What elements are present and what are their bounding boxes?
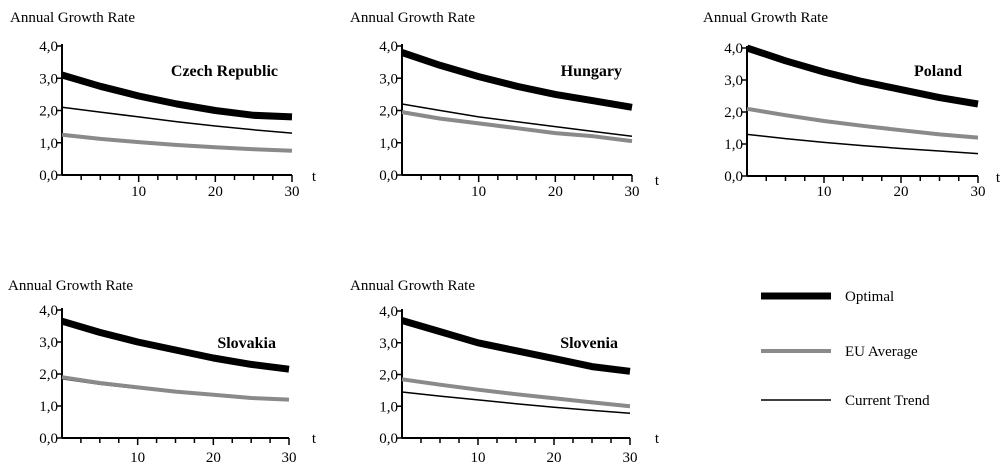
series-line-optimal: [745, 44, 979, 108]
panel-title: Poland: [914, 63, 962, 80]
y-axis-label: Annual Growth Rate: [703, 10, 828, 26]
y-tick-label: 4,0: [379, 39, 398, 55]
series-line-optimal: [401, 317, 631, 375]
x-tick-label: 10: [471, 450, 486, 466]
legend-label: EU Average: [845, 344, 918, 360]
x-tick-label: 20: [894, 184, 909, 200]
x-tick-label: 10: [471, 184, 486, 200]
series-line-optimal: [400, 49, 633, 111]
panel-title: Hungary: [561, 63, 622, 80]
x-tick-label: 30: [625, 184, 640, 200]
x-tick-label: 30: [971, 184, 986, 200]
x-axis-label: t: [655, 431, 660, 447]
y-tick-label: 0,0: [724, 169, 743, 185]
x-axis-label: t: [996, 170, 1001, 186]
y-tick-label: 3,0: [39, 335, 58, 351]
y-tick-label: 4,0: [39, 39, 58, 55]
legend-label: Optimal: [845, 289, 894, 305]
series-line-optimal: [61, 317, 290, 373]
series-line-optimal: [61, 71, 293, 121]
y-tick-label: 0,0: [379, 168, 398, 184]
series-line-current-trend: [61, 106, 293, 134]
y-axis-label: Annual Growth Rate: [10, 10, 135, 26]
series-line-eu-average: [61, 132, 293, 153]
y-tick-label: 1,0: [724, 137, 743, 153]
y-tick-label: 1,0: [379, 136, 398, 152]
y-axis-label: Annual Growth Rate: [350, 278, 475, 294]
x-tick-label: 30: [623, 450, 638, 466]
y-axis-label: Annual Growth Rate: [350, 10, 475, 26]
y-tick-label: 1,0: [39, 136, 58, 152]
y-axis-label: Annual Growth Rate: [8, 278, 133, 294]
y-tick-label: 0,0: [39, 168, 58, 184]
y-tick-label: 0,0: [379, 431, 398, 447]
x-tick-label: 10: [817, 184, 832, 200]
y-tick-label: 0,0: [39, 431, 58, 447]
x-tick-label: 20: [208, 184, 223, 200]
series-line-eu-average: [401, 377, 631, 409]
y-tick-label: 2,0: [39, 367, 58, 383]
x-tick-label: 10: [130, 450, 145, 466]
series-line-current-trend: [746, 133, 979, 155]
y-tick-label: 1,0: [39, 399, 58, 415]
x-tick-label: 20: [548, 184, 563, 200]
y-tick-label: 3,0: [724, 73, 743, 89]
y-tick-label: 3,0: [379, 336, 398, 352]
series-line-eu-average: [401, 110, 633, 144]
x-tick-label: 20: [206, 450, 221, 466]
y-tick-label: 4,0: [39, 303, 58, 319]
panel-title: Slovenia: [560, 335, 618, 352]
x-axis-label: t: [312, 431, 317, 447]
y-tick-label: 4,0: [379, 304, 398, 320]
y-tick-label: 2,0: [379, 368, 398, 384]
panel-title: Slovakia: [217, 335, 276, 352]
legend-label: Current Trend: [845, 393, 930, 409]
series-line-current-trend: [401, 103, 633, 138]
y-tick-label: 3,0: [379, 71, 398, 87]
x-tick-label: 20: [547, 450, 562, 466]
y-tick-label: 1,0: [379, 399, 398, 415]
y-tick-label: 2,0: [724, 105, 743, 121]
x-tick-label: 10: [131, 184, 146, 200]
x-tick-label: 30: [282, 450, 297, 466]
y-tick-label: 2,0: [379, 104, 398, 120]
y-tick-label: 3,0: [39, 71, 58, 87]
x-axis-label: t: [312, 169, 317, 185]
panel-title: Czech Republic: [171, 63, 278, 80]
series-line-current-trend: [401, 391, 631, 414]
y-tick-label: 2,0: [39, 104, 58, 120]
x-tick-label: 30: [285, 184, 300, 200]
x-axis-label: t: [655, 173, 660, 189]
series-line-eu-average: [61, 375, 290, 402]
y-tick-label: 4,0: [724, 41, 743, 57]
series-line-eu-average: [746, 106, 979, 140]
